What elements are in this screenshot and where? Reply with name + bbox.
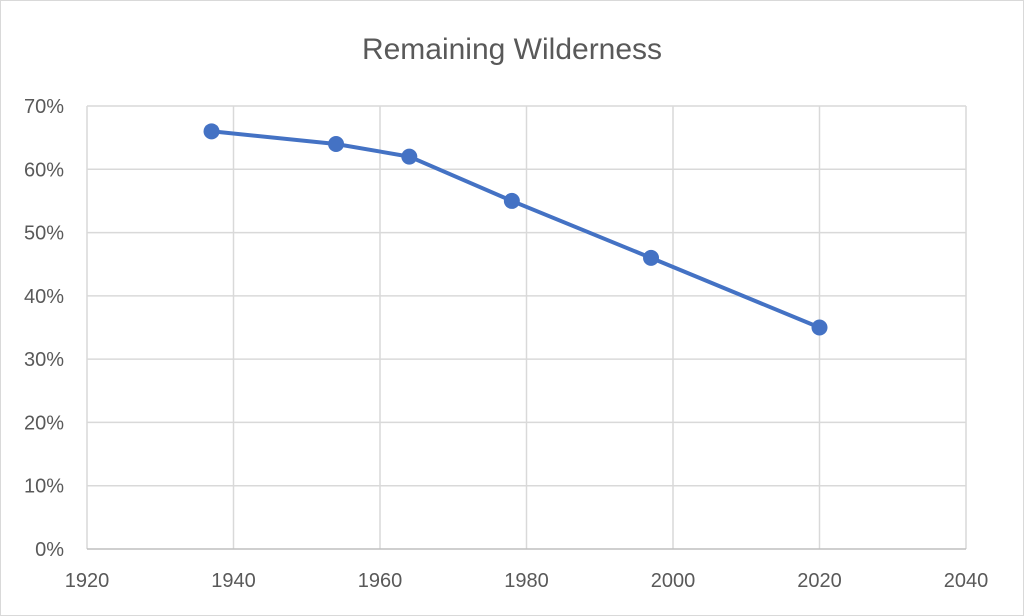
y-axis-tick-label: 60% xyxy=(24,159,64,181)
data-point xyxy=(328,135,345,152)
y-axis-tick-label: 10% xyxy=(24,476,64,498)
x-axis-tick-label: 1940 xyxy=(211,570,256,592)
series-layer xyxy=(203,123,828,336)
y-axis-tick-label: 50% xyxy=(24,223,64,245)
series-line xyxy=(209,129,822,330)
y-axis-tick-label: 0% xyxy=(35,539,64,561)
data-point xyxy=(503,192,520,209)
y-axis-tick-label: 30% xyxy=(24,349,64,371)
grid-layer xyxy=(86,105,967,549)
x-axis-tick-label: 2000 xyxy=(651,570,696,592)
y-axis-tick-label: 40% xyxy=(24,286,64,308)
x-axis-tick-label: 1980 xyxy=(504,570,549,592)
x-axis-tick-label: 1920 xyxy=(65,570,110,592)
x-axis-tick-label: 1960 xyxy=(358,570,403,592)
x-axis-tick-label: 2040 xyxy=(944,570,989,592)
data-point xyxy=(401,148,418,165)
y-axis-tick-label: 70% xyxy=(24,96,64,118)
y-axis-tick-label: 20% xyxy=(24,412,64,434)
chart-title: Remaining Wilderness xyxy=(362,33,662,66)
axis-layer: 0% 10% 20% 30% 40% 50% 60% 70% 1920 1940 1960 1980 2… xyxy=(24,96,988,592)
x-axis-tick-label: 2020 xyxy=(797,570,842,592)
data-point xyxy=(811,319,828,336)
data-point xyxy=(203,123,220,140)
data-point xyxy=(643,249,660,266)
